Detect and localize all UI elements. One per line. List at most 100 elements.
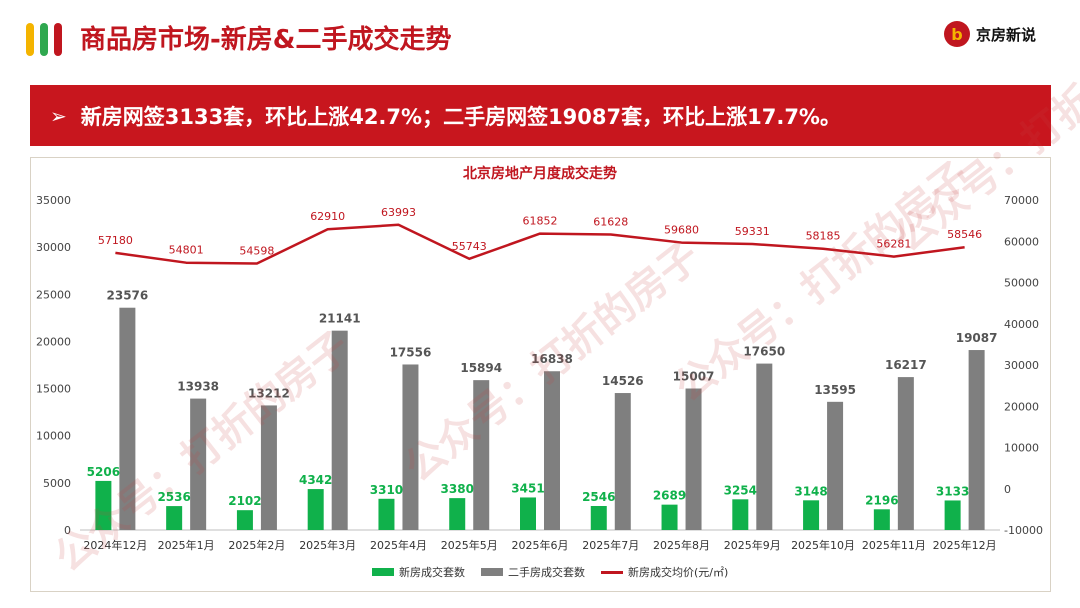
y-right-tick-label: 50000: [1004, 277, 1039, 290]
legend-avg-price: 新房成交均价(元/㎡): [601, 564, 728, 580]
y-right-tick-label: 60000: [1004, 235, 1039, 248]
data-label-avg-price: 61628: [593, 216, 628, 229]
x-tick-label: 2025年1月: [158, 538, 215, 552]
data-label-resale-homes: 13212: [248, 386, 290, 400]
bar-new-homes: [236, 510, 253, 530]
bar-resale-homes: [402, 364, 419, 530]
page-title: 商品房市场-新房&二手成交走势: [80, 25, 452, 55]
data-label-resale-homes: 16217: [885, 358, 927, 372]
y-right-tick-label: 10000: [1004, 442, 1039, 455]
data-label-new-homes: 3254: [724, 483, 757, 497]
y-left-tick-label: 5000: [43, 477, 71, 490]
accent-bar-green: [40, 23, 48, 56]
data-label-avg-price: 54598: [239, 245, 274, 258]
x-tick-label: 2024年12月: [83, 538, 147, 552]
x-tick-label: 2025年3月: [299, 538, 356, 552]
legend-swatch-red-line: [601, 570, 623, 574]
bar-new-homes: [873, 509, 890, 530]
y-left-tick-label: 20000: [36, 335, 71, 348]
y-left-tick-label: 30000: [36, 241, 71, 254]
bar-new-homes: [520, 497, 536, 530]
data-label-avg-price: 59331: [735, 225, 770, 238]
line-avg-price: [115, 223, 965, 265]
legend-label: 新房成交套数: [399, 566, 465, 579]
bar-resale-homes: [473, 380, 490, 530]
arrow-bullet-icon: ➢: [50, 103, 67, 128]
data-label-resale-homes: 13938: [177, 380, 219, 394]
data-label-new-homes: 3148: [794, 484, 827, 498]
brand-logo: b 京房新说: [944, 20, 1036, 48]
summary-text: 新房网签3133套，环比上涨42.7%；二手房网签19087套，环比上涨17.7…: [80, 104, 841, 129]
x-tick-label: 2025年6月: [512, 538, 569, 552]
y-right-tick-label: 30000: [1004, 359, 1039, 372]
bar-new-homes: [378, 498, 395, 530]
legend-label: 二手房成交套数: [508, 566, 585, 579]
y-right-tick-label: -10000: [1004, 524, 1043, 537]
bar-resale-homes: [544, 371, 560, 530]
logo-text: 京房新说: [976, 25, 1037, 44]
bar-new-homes: [732, 499, 749, 530]
data-label-resale-homes: 17556: [390, 345, 432, 359]
bar-resale-homes: [190, 398, 207, 530]
data-label-new-homes: 3310: [370, 483, 403, 497]
chart-title: 北京房地产月度成交走势: [463, 166, 617, 182]
data-label-avg-price: 55743: [452, 240, 487, 253]
bar-resale-homes: [119, 307, 136, 530]
bar-new-homes: [166, 506, 183, 530]
bar-resale-homes: [827, 401, 844, 530]
y-left-tick-label: 15000: [36, 383, 71, 396]
data-label-avg-price: 61852: [523, 215, 558, 228]
legend-label: 新房成交均价(元/㎡): [628, 566, 729, 579]
bar-resale-homes: [897, 377, 914, 530]
data-label-new-homes: 2196: [865, 493, 898, 507]
data-label-avg-price: 63993: [381, 206, 416, 219]
data-label-new-homes: 3380: [441, 482, 474, 496]
data-label-resale-homes: 19087: [956, 331, 998, 345]
data-label-resale-homes: 17650: [743, 345, 785, 359]
data-label-new-homes: 3133: [936, 484, 969, 498]
y-left-tick-label: 25000: [36, 288, 71, 301]
y-left-tick-label: 35000: [36, 194, 71, 207]
y-left-tick-label: 0: [64, 524, 71, 537]
x-tick-label: 2025年7月: [582, 538, 639, 552]
legend-resale-homes: 二手房成交套数: [481, 564, 585, 580]
x-tick-label: 2025年12月: [933, 538, 997, 552]
x-tick-label: 2025年11月: [862, 538, 926, 552]
data-label-resale-homes: 13595: [814, 383, 856, 397]
data-label-avg-price: 56281: [876, 238, 911, 251]
bar-new-homes: [590, 505, 607, 530]
data-label-resale-homes: 21141: [319, 312, 361, 326]
data-label-resale-homes: 15007: [673, 370, 715, 384]
bar-resale-homes: [756, 363, 773, 530]
y-left-tick-label: 10000: [36, 430, 71, 443]
data-label-new-homes: 2536: [157, 490, 190, 504]
data-label-avg-price: 57180: [98, 234, 133, 247]
data-label-new-homes: 3451: [511, 481, 544, 495]
data-label-avg-price: 58546: [947, 228, 982, 241]
y-right-tick-label: 40000: [1004, 318, 1039, 331]
data-label-resale-homes: 23576: [107, 289, 149, 303]
x-tick-label: 2025年2月: [228, 538, 285, 552]
legend-new-homes: 新房成交套数: [372, 564, 465, 580]
accent-bar-yellow: [26, 23, 34, 56]
bar-resale-homes: [614, 393, 631, 530]
data-label-new-homes: 2689: [653, 489, 686, 503]
x-tick-label: 2025年8月: [653, 538, 710, 552]
y-right-tick-label: 70000: [1004, 194, 1039, 207]
chart-frame: [30, 157, 1051, 592]
x-tick-label: 2025年9月: [724, 538, 781, 552]
data-label-avg-price: 58185: [806, 230, 841, 243]
bar-new-homes: [95, 480, 112, 530]
data-label-resale-homes: 14526: [602, 374, 644, 388]
y-right-tick-label: 20000: [1004, 400, 1039, 413]
data-label-avg-price: 54801: [169, 244, 204, 257]
legend-swatch-gray: [481, 568, 503, 576]
summary-banner: ➢ 新房网签3133套，环比上涨42.7%；二手房网签19087套，环比上涨17…: [30, 85, 1051, 146]
data-label-avg-price: 62910: [310, 210, 345, 223]
x-tick-label: 2025年5月: [441, 538, 498, 552]
data-label-avg-price: 59680: [664, 224, 699, 237]
bar-new-homes: [449, 498, 466, 530]
data-label-resale-homes: 15894: [460, 361, 502, 375]
data-label-new-homes: 4342: [299, 473, 332, 487]
x-tick-label: 2025年4月: [370, 538, 427, 552]
